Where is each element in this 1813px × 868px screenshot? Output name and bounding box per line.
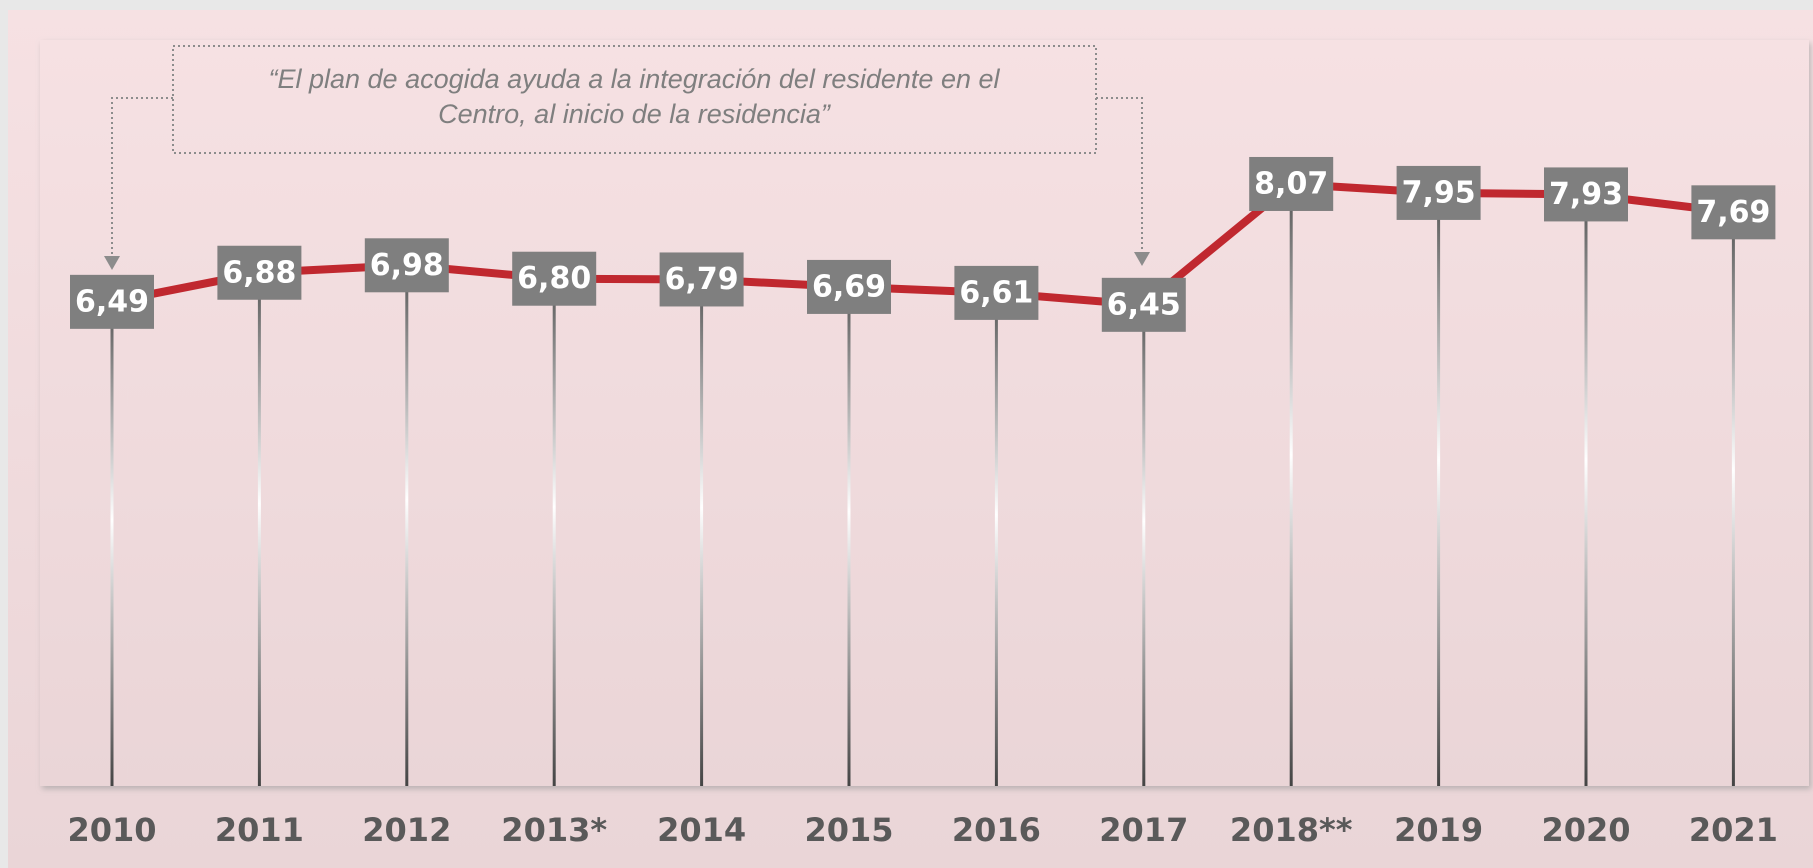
- data-label: 6,80: [517, 261, 591, 296]
- x-tick-label: 2015: [804, 811, 893, 849]
- annotation-arrow: [111, 97, 173, 258]
- drop-line: [405, 265, 409, 786]
- data-label-box: [364, 238, 449, 293]
- drop-line: [847, 286, 851, 786]
- x-tick-label: 2021: [1689, 811, 1778, 849]
- data-label: 6,69: [812, 269, 886, 304]
- x-tick-label: 2019: [1394, 811, 1483, 849]
- data-label: 6,79: [665, 262, 739, 297]
- annotation-arrow: [1096, 97, 1143, 254]
- data-label: 7,93: [1549, 177, 1623, 212]
- data-label: 6,49: [75, 284, 149, 319]
- drop-line: [700, 279, 704, 786]
- x-tick-label: 2010: [67, 811, 156, 849]
- annotation-box: [172, 45, 1097, 154]
- drop-line: [1584, 194, 1588, 786]
- x-tick-label: 2011: [215, 811, 304, 849]
- data-label-box: [1249, 156, 1334, 211]
- x-tick-label: 2014: [657, 811, 746, 849]
- drop-line: [552, 278, 556, 786]
- data-label-box: [217, 245, 302, 300]
- x-tick-label: 2018**: [1230, 811, 1353, 849]
- data-label-box: [512, 251, 597, 306]
- data-label-box: [1691, 185, 1776, 240]
- arrowhead: [104, 256, 120, 270]
- drop-line: [257, 272, 261, 786]
- data-label: 7,95: [1402, 175, 1476, 210]
- plot-area: [40, 40, 1809, 786]
- arrowhead: [1134, 252, 1150, 266]
- data-label-box: [1101, 277, 1186, 332]
- data-label: 6,45: [1107, 287, 1181, 322]
- x-tick-label: 2013*: [501, 811, 607, 849]
- drop-line: [1142, 304, 1146, 786]
- data-label-box: [954, 265, 1039, 320]
- data-label-box: [659, 252, 744, 307]
- data-label: 6,98: [370, 248, 444, 283]
- data-label: 6,61: [959, 275, 1033, 310]
- x-tick-label: 2012: [362, 811, 451, 849]
- x-tick-label: 2016: [952, 811, 1041, 849]
- x-tick-label: 2017: [1099, 811, 1188, 849]
- data-label-box: [1396, 165, 1481, 220]
- drop-line: [110, 301, 114, 786]
- data-label: 7,69: [1696, 195, 1770, 230]
- drop-line: [994, 292, 998, 786]
- annotation: Centro, al inicio de la residencia”: [438, 99, 831, 129]
- data-label: 6,88: [222, 255, 296, 290]
- data-label-box: [1544, 167, 1628, 222]
- data-label-box: [807, 259, 891, 314]
- annotation: “El plan de acogida ayuda a la integraci…: [268, 64, 1000, 94]
- x-tick-label: 2020: [1541, 811, 1630, 849]
- drop-line: [1437, 192, 1441, 786]
- drop-line: [1731, 212, 1735, 787]
- data-label: 8,07: [1254, 166, 1328, 201]
- drop-line: [1289, 183, 1293, 786]
- data-label-box: [70, 274, 154, 329]
